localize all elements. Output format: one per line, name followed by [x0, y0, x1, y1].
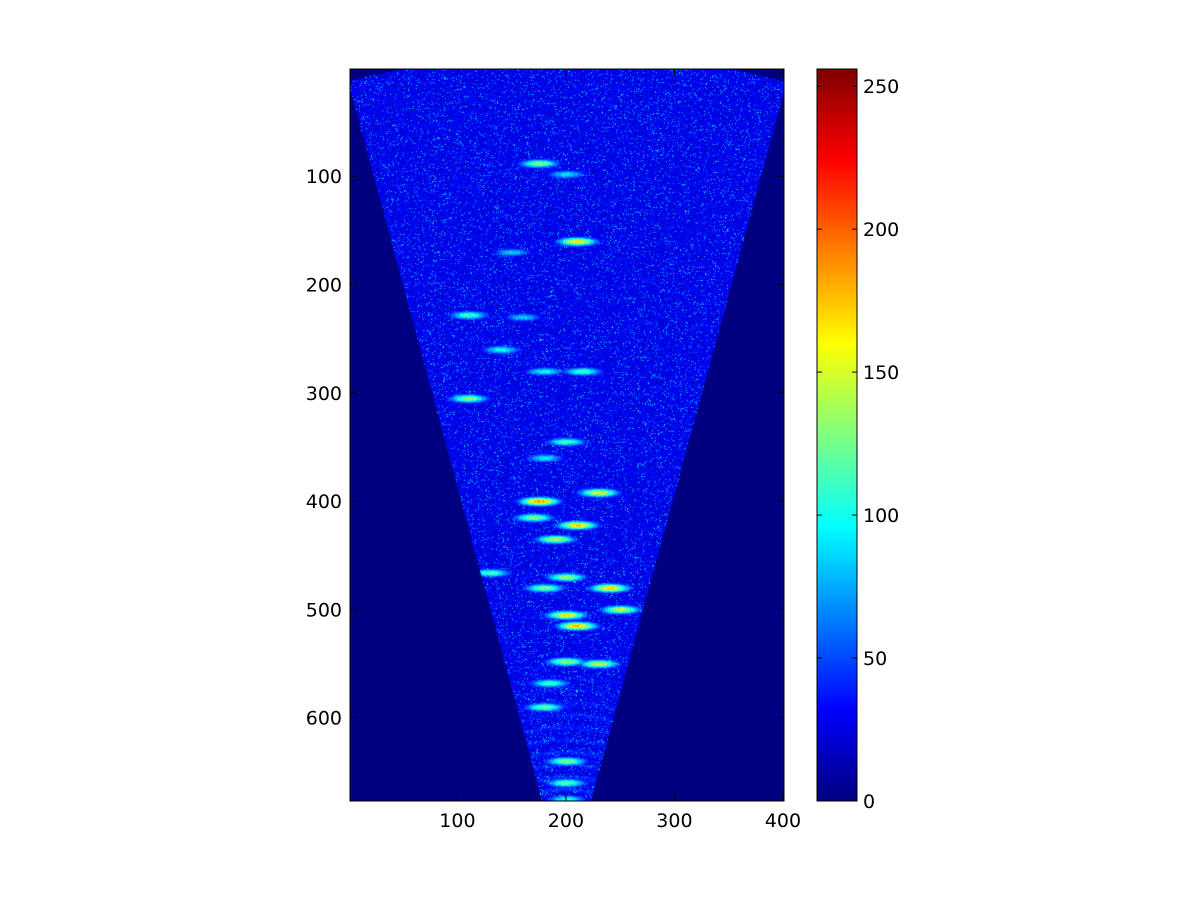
y-tick-label: 500	[306, 599, 342, 621]
colorbar-tick-label: 0	[863, 791, 875, 813]
y-tick-label: 300	[306, 383, 342, 405]
colorbar-tick-label: 200	[863, 219, 899, 241]
colorbar-tick-label: 50	[863, 648, 887, 670]
x-axis-ticks: 100 200 300 400	[439, 69, 801, 832]
y-tick-label: 100	[306, 166, 342, 188]
heatmap-image	[350, 69, 784, 801]
heatmap-axes: 100 200 300 400 100 200 300 400 500 600	[306, 68, 801, 832]
colorbar-tick-label: 150	[863, 362, 899, 384]
x-tick-label: 100	[439, 810, 475, 832]
plot-frame	[349, 68, 785, 802]
colorbar-tick-label: 100	[863, 505, 899, 527]
x-tick-label: 200	[548, 810, 584, 832]
colorbar-gradient	[817, 69, 857, 801]
colorbar-frame	[816, 68, 858, 802]
x-tick-label: 300	[656, 810, 692, 832]
y-tick-label: 200	[306, 274, 342, 296]
colorbar: 0 50 100 150 200 250	[816, 68, 899, 813]
y-tick-label: 600	[306, 708, 342, 730]
colorbar-tick-label: 250	[863, 76, 899, 98]
x-tick-label: 400	[765, 810, 801, 832]
colorbar-ticks: 0 50 100 150 200 250	[817, 76, 899, 813]
y-axis-ticks: 100 200 300 400 500 600	[306, 166, 784, 730]
y-tick-label: 400	[306, 491, 342, 513]
